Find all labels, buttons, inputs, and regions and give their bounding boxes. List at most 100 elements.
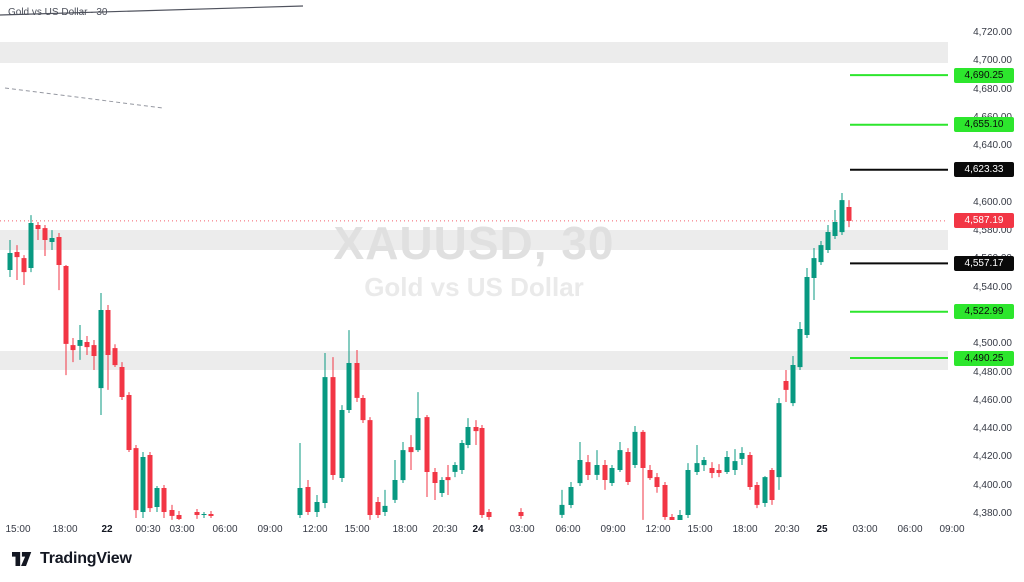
candle [346,330,352,413]
candle [91,340,97,370]
time-tick-day-label: 25 [816,524,828,535]
candle [811,248,817,300]
zone-band[interactable] [0,42,948,63]
candle [392,460,398,503]
candle [654,473,660,493]
price-level-label: 4,655.10 [954,117,1014,133]
time-tick-label: 18:00 [52,524,78,535]
candle [63,265,69,376]
candle [112,344,118,367]
candle [479,425,485,518]
candle [305,480,311,515]
trendline[interactable] [0,5,304,16]
candle [439,477,445,497]
candle [84,336,90,355]
candle [382,489,388,516]
price-tick-label: 4,600.00 [973,196,1012,208]
candle [339,405,345,482]
candle [28,215,34,273]
price-tick-label: 4,380.00 [973,507,1012,519]
price-tick-label: 4,680.00 [973,83,1012,95]
candle [140,452,146,518]
candle [804,268,810,338]
candle [176,511,182,520]
candle [314,495,320,517]
candle [201,512,207,518]
price-level-label: 4,490.25 [954,350,1014,366]
symbol-title[interactable]: Gold vs US Dollar · 30 [8,7,108,18]
candle [98,293,104,415]
candle [709,462,715,479]
time-tick-label: 12:00 [645,524,671,535]
time-tick-label: 03:00 [509,524,535,535]
time-tick-label: 18:00 [392,524,418,535]
candle [154,486,160,512]
candle [609,465,615,486]
tradingview-logo-text: TradingView [40,550,132,567]
candle [602,460,608,490]
candle [594,450,600,480]
candle [769,468,775,505]
candle [367,417,373,520]
price-axis[interactable]: 4,720.004,700.004,680.004,660.004,640.00… [948,0,1024,520]
price-tick-label: 4,400.00 [973,479,1012,491]
candle [375,497,381,518]
candle [677,510,683,520]
time-axis[interactable]: 15:00 18:00 22 00:30 03:00 06:00 09:00 12:00 15:… [0,520,1024,544]
candle [147,452,153,512]
candlestick-canvas [0,5,948,520]
candle [408,435,414,470]
candle [790,356,796,407]
time-tick-label: 15:00 [687,524,713,535]
candle [783,370,789,402]
candle [747,452,753,490]
candle [133,445,139,518]
candle [716,464,722,478]
price-tick-label: 4,580.00 [973,225,1012,237]
candle [724,451,730,474]
time-tick-label: 03:00 [852,524,878,535]
candle [169,504,175,520]
price-tick-label: 4,480.00 [973,366,1012,378]
price-level-label: 4,557.17 [954,255,1014,271]
time-tick-label: 09:00 [939,524,965,535]
tradingview-logo[interactable]: TradingView [12,550,132,568]
candle [585,455,591,480]
candle [297,443,303,518]
footer: TradingView [0,544,1024,582]
time-tick-label: 09:00 [600,524,626,535]
candle [839,193,845,235]
price-tick-label: 4,700.00 [973,55,1012,67]
time-tick-label: 06:00 [212,524,238,535]
chart-plot-area[interactable]: XAUUSD, 30 Gold vs US Dollar Gold vs US … [0,0,948,520]
candle [424,415,430,497]
zone-band[interactable] [0,229,948,251]
trendline[interactable] [4,87,164,109]
candle [161,485,167,518]
candle [846,200,852,228]
candle [762,476,768,507]
candle [473,420,479,445]
candle [732,449,738,475]
candle [486,509,492,520]
candle [42,225,48,256]
price-level-label: 4,522.99 [954,304,1014,320]
candle [56,233,62,291]
price-tick-label: 4,500.00 [973,338,1012,350]
candle [701,457,707,471]
candle [465,418,471,449]
price-tick-label: 4,460.00 [973,394,1012,406]
time-tick-label: 00:30 [135,524,161,535]
candle [432,468,438,500]
candle [7,240,13,277]
price-tick-label: 4,440.00 [973,423,1012,435]
candle [776,398,782,490]
candle [825,225,831,253]
time-tick-label: 09:00 [257,524,283,535]
candle [452,462,458,478]
time-tick-label: 20:30 [432,524,458,535]
zone-band[interactable] [0,350,948,371]
time-tick-label: 03:00 [169,524,195,535]
time-tick-label: 12:00 [302,524,328,535]
